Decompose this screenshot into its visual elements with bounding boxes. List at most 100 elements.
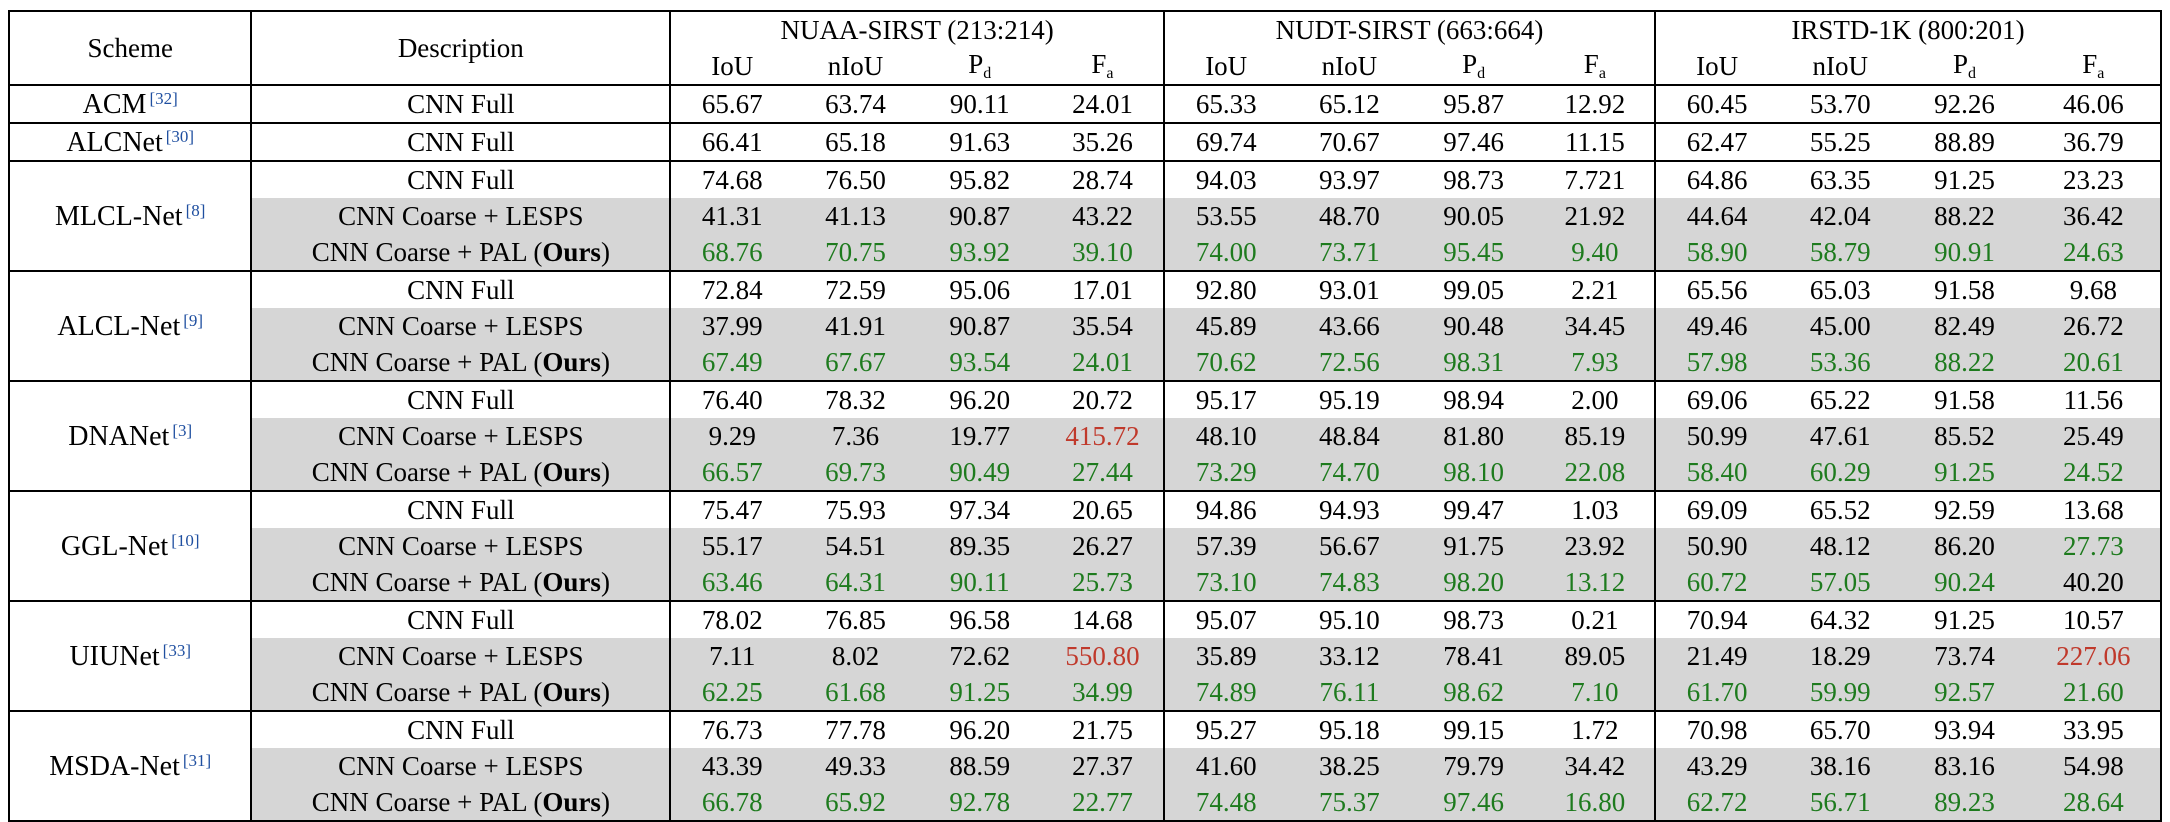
value-cell: 24.63	[2026, 234, 2163, 272]
value-cell: 92.80	[1195, 274, 1257, 305]
value-cell: 13.68	[2026, 491, 2163, 528]
value-cell: 90.24	[1902, 564, 2027, 602]
value-cell: 49.46	[1654, 308, 1779, 344]
value-cell: 50.99	[1654, 418, 1779, 454]
value-cell: 95.17	[1195, 384, 1257, 415]
value-cell: 46.06	[2026, 85, 2163, 124]
value-cell: 10.57	[2026, 601, 2163, 638]
description-cell: CNN Coarse + PAL (Ours)	[251, 784, 672, 822]
scheme-cell: UIUNet [33]	[7, 601, 253, 712]
dataset-header-irstd: IRSTD-1K (800:201)	[1654, 10, 2163, 48]
metric-header-nuaa-p: Pd	[917, 48, 1042, 86]
value-cell: 2.21	[1535, 271, 1656, 308]
value-cell: 95.87	[1411, 85, 1536, 124]
table-row-uiunet-pal: CNN Coarse + PAL (Ours) 62.25 61.68 91.25 34…	[9, 674, 2163, 712]
value-cell: 65.18	[793, 123, 918, 162]
value-cell: 7.93	[1535, 344, 1656, 382]
value-cell: 61.70	[1654, 674, 1779, 712]
value-cell: 9.29	[670, 418, 794, 454]
table-row-alcl-net-lesps: CNN Coarse + LESPS 37.99 41.91 90.87 35.54 45…	[9, 308, 2163, 344]
value-cell: 76.85	[825, 604, 886, 635]
value-cell: 48.70	[1287, 198, 1412, 234]
value-cell: 89.05	[1535, 638, 1656, 674]
description-prefix: CNN Coarse + PAL (	[311, 676, 543, 707]
value-cell: 21.49	[1654, 638, 1779, 674]
value-cell: 24.01	[1041, 85, 1166, 124]
value-cell: 1.72	[1535, 711, 1656, 748]
value-cell: 27.73	[2026, 528, 2163, 564]
value-cell: 92.57	[1902, 674, 2027, 712]
table-body: ACM [32] CNN Full 65.67 63.74 90.11 24.01 65.33…	[7, 85, 2163, 822]
value-cell: 16.80	[1535, 784, 1656, 822]
value-cell: 13.12	[1535, 564, 1656, 602]
ours-label: Ours	[542, 456, 601, 487]
metric-name: IoU	[711, 50, 754, 81]
value-cell: 49.33	[793, 748, 918, 784]
metric-subscript: d	[983, 64, 992, 82]
value-cell: 57.05	[1778, 564, 1903, 602]
value-cell: 58.79	[1778, 234, 1903, 272]
citation-ref: [31]	[182, 750, 212, 770]
value-cell: 85.52	[1902, 418, 2027, 454]
description-text: CNN Coarse + LESPS	[338, 640, 584, 671]
scheme-header: Scheme	[7, 10, 253, 86]
metric-name: F	[2082, 48, 2098, 79]
value-cell: 76.11	[1287, 674, 1412, 712]
value-cell: 21.92	[1535, 198, 1656, 234]
citation-ref: [10]	[171, 530, 200, 550]
table-row-ggl-net-lesps: CNN Coarse + LESPS 55.17 54.51 89.35 26.27 57…	[9, 528, 2163, 564]
value-cell: 18.29	[1778, 638, 1903, 674]
table-row-alcnet-full: ALCNet [30] CNN Full 66.41 65.18 91.63 35.26 69…	[7, 123, 2163, 162]
metric-name: F	[1583, 48, 1599, 79]
value-cell: 95.82	[949, 164, 1011, 195]
value-cell: 90.87	[917, 198, 1042, 234]
scheme-cell: ACM [32]	[7, 85, 253, 124]
description-text: CNN Full	[407, 274, 515, 305]
value-cell: 65.12	[1287, 85, 1412, 124]
value-cell: 65.70	[1809, 714, 1871, 745]
value-cell: 72.59	[825, 274, 886, 305]
value-cell: 64.32	[1809, 604, 1871, 635]
value-cell: 65.56	[1686, 274, 1748, 305]
table-row-dnanet-full: DNANet [3] CNN Full 76.40 78.32 96.20 20.72 95.…	[7, 381, 2163, 492]
scheme-cell: ALCL-Net [9]	[7, 271, 253, 382]
value-cell: 93.01	[1319, 274, 1380, 305]
value-cell: 92.59	[1934, 494, 1995, 525]
value-cell: 37.99	[670, 308, 794, 344]
scheme-name: UIUNet	[69, 640, 160, 672]
value-cell: 95.27	[1195, 714, 1257, 745]
metric-subscript: d	[1477, 64, 1486, 82]
scheme-cell: DNANet [3]	[7, 381, 253, 492]
value-cell: 24.01	[1041, 344, 1166, 382]
value-cell: 95.07	[1195, 604, 1257, 635]
dataset-header-nuaa: NUAA-SIRST (213:214)	[670, 10, 1166, 48]
description-text: CNN Full	[407, 714, 515, 745]
value-cell: 86.20	[1902, 528, 2027, 564]
value-cell: 7.36	[793, 418, 918, 454]
description-suffix: )	[600, 236, 610, 267]
value-cell: 60.72	[1654, 564, 1779, 602]
value-cell: 98.62	[1411, 674, 1536, 712]
value-cell: 89.23	[1902, 784, 2027, 822]
value-cell: 79.79	[1411, 748, 1536, 784]
value-cell: 89.35	[917, 528, 1042, 564]
value-cell: 550.80	[1041, 638, 1166, 674]
value-cell: 98.31	[1411, 344, 1536, 382]
value-cell: 93.97	[1319, 164, 1380, 195]
value-cell: 34.99	[1041, 674, 1166, 712]
scheme-name: ACM	[82, 88, 147, 120]
value-cell: 62.25	[670, 674, 794, 712]
value-cell: 22.77	[1041, 784, 1166, 822]
results-table: Scheme Description NUAA-SIRST (213:214) …	[7, 10, 2163, 822]
citation-ref: [9]	[183, 310, 204, 330]
metric-name: IoU	[1696, 50, 1739, 81]
value-cell: 68.76	[670, 234, 794, 272]
description-suffix: )	[600, 786, 610, 817]
scheme-cell: GGL-Net [10]	[7, 491, 253, 602]
value-cell: 41.13	[793, 198, 918, 234]
value-cell: 74.48	[1164, 784, 1288, 822]
value-cell: 56.71	[1778, 784, 1903, 822]
value-cell: 0.21	[1535, 601, 1656, 638]
value-cell: 62.47	[1654, 123, 1779, 162]
value-cell: 75.37	[1287, 784, 1412, 822]
